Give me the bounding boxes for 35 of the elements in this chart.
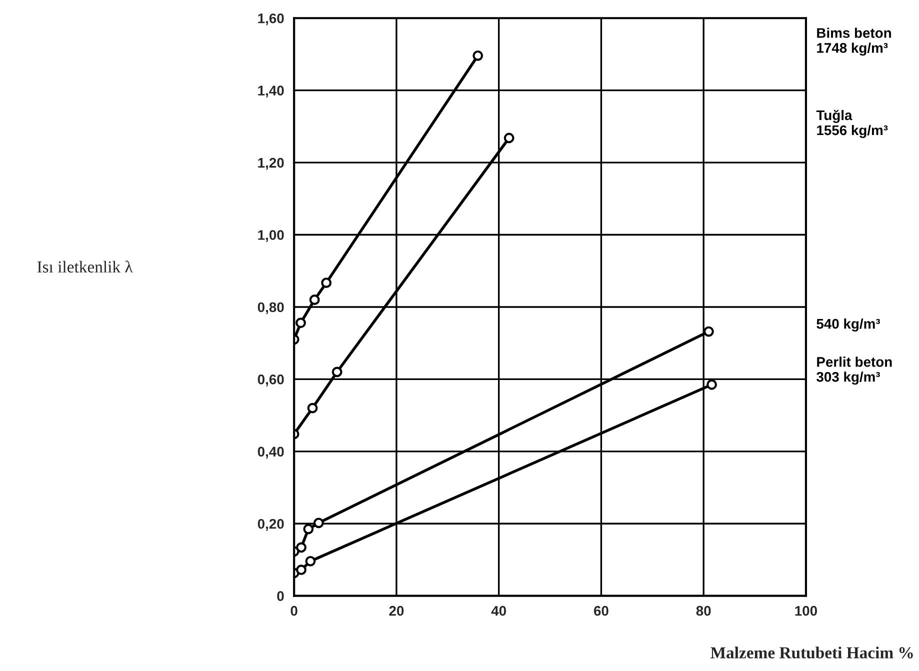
- point: [504, 132, 514, 144]
- x-axis-title: Malzeme Rutubeti Hacim %: [710, 646, 913, 658]
- x-tick-label: 40: [491, 606, 506, 616]
- text: Isı iletkenlik λ: [37, 260, 133, 273]
- point: [303, 524, 314, 534]
- x-tick-label: 0: [290, 606, 298, 616]
- text: Tuğla 1556 kg/m³: [816, 110, 888, 138]
- point: [706, 379, 717, 390]
- y-tick-label: 0,60: [258, 374, 284, 386]
- y-tick-label: 1,60: [258, 13, 284, 26]
- point: [332, 366, 342, 378]
- y-tick-label: 0,40: [258, 446, 284, 459]
- y-tick-label: 1,00: [258, 230, 284, 242]
- x-tick-label: 60: [594, 606, 608, 616]
- x-tick-label: 80: [696, 606, 711, 616]
- text: Bims beton 1748 kg/m³: [817, 28, 891, 56]
- y-tick-label: 1,40: [258, 86, 284, 98]
- point: [321, 278, 332, 288]
- point: [305, 556, 316, 566]
- point: [296, 542, 306, 553]
- point: [307, 402, 318, 414]
- point: [296, 318, 306, 328]
- x-tick-label: 20: [389, 606, 404, 616]
- x-tick-label: 100: [795, 606, 817, 616]
- y-tick-label: 0: [277, 591, 284, 602]
- point: [472, 50, 484, 61]
- text: 540 kg/m³: [816, 318, 880, 332]
- point: [309, 294, 320, 305]
- point: [703, 326, 714, 337]
- y-tick-label: 1,20: [258, 158, 284, 170]
- point: [296, 564, 306, 576]
- y-tick-label: 0,20: [258, 518, 284, 531]
- point: [313, 518, 324, 528]
- y-tick-label: 0,80: [258, 302, 284, 314]
- text: Perlit beton 303 kg/m³: [816, 356, 892, 385]
